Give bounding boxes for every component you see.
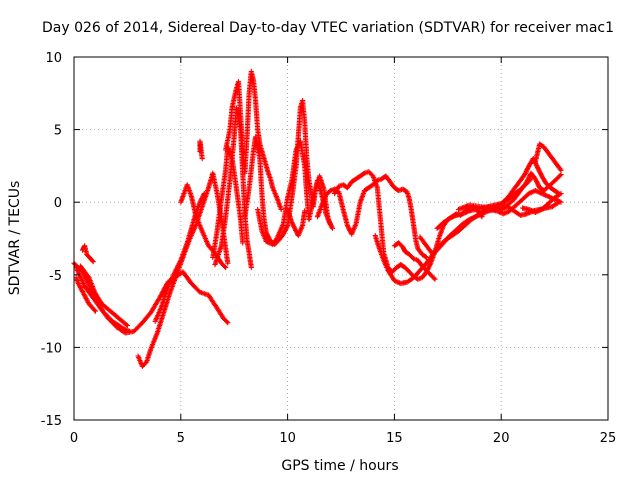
x-tick-label: 15: [386, 431, 403, 446]
series-track-D: [79, 243, 96, 265]
plus-markers: [223, 68, 284, 213]
plus-markers: [532, 141, 564, 173]
series-track-Y: [455, 176, 534, 213]
series-track-N: [255, 138, 333, 247]
plus-markers: [520, 190, 564, 215]
grid-lines: [74, 57, 608, 420]
series-track-B: [73, 264, 133, 334]
x-axis-label: GPS time / hours: [281, 458, 398, 474]
x-tick-label: 10: [279, 431, 296, 446]
plus-markers: [79, 243, 96, 265]
plus-markers: [152, 190, 207, 324]
y-tick-label: -10: [41, 341, 62, 356]
plus-markers: [73, 275, 98, 314]
plus-markers: [285, 206, 308, 239]
chart-title: Day 026 of 2014, Sidereal Day-to-day VTE…: [42, 20, 614, 36]
plus-markers: [77, 263, 130, 329]
series-track-X: [520, 190, 564, 215]
y-tick-label: 10: [45, 51, 62, 66]
series-track-P: [314, 173, 429, 260]
x-tick-label: 0: [70, 431, 78, 446]
x-tick-label: 20: [493, 431, 510, 446]
series-track-W: [532, 141, 564, 173]
y-tick-label: 0: [54, 196, 62, 211]
plus-markers: [455, 176, 534, 213]
series-track-O: [285, 206, 308, 239]
plus-markers: [197, 138, 205, 162]
y-tick-label: -5: [49, 269, 62, 284]
plus-markers: [210, 144, 246, 260]
series-track-R: [372, 188, 564, 287]
series-track-I: [197, 138, 205, 162]
series-track-C: [77, 263, 130, 329]
series-track-G: [152, 190, 207, 324]
x-tick-label: 5: [177, 431, 185, 446]
plus-markers: [73, 264, 133, 334]
series-track-S: [391, 240, 438, 282]
series-track-E: [73, 275, 98, 314]
y-tick-label: 5: [54, 124, 62, 139]
x-tick-label: 25: [600, 431, 617, 446]
y-tick-label: -15: [41, 414, 62, 429]
plus-markers: [314, 173, 429, 260]
plus-markers: [255, 138, 333, 247]
data-points: [71, 68, 564, 369]
plus-markers: [372, 188, 564, 287]
series-track-L: [223, 68, 284, 213]
series-track-K: [210, 144, 246, 260]
axis-ticks: 0 5 10 15 20 25 -15 -10 -5 0 5 10: [41, 51, 617, 446]
y-axis-label: SDTVAR / TECUs: [7, 181, 23, 296]
plot-frame: [73, 56, 609, 421]
plus-markers: [391, 240, 438, 282]
